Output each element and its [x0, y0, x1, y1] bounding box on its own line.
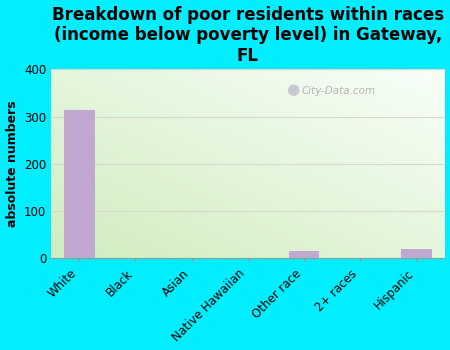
Title: Breakdown of poor residents within races
(income below poverty level) in Gateway: Breakdown of poor residents within races… [52, 6, 444, 65]
Bar [288, 251, 319, 258]
Text: City-Data.com: City-Data.com [301, 86, 375, 96]
Bar [64, 110, 95, 258]
Text: ●: ● [287, 82, 300, 97]
Bar [401, 248, 432, 258]
Y-axis label: absolute numbers: absolute numbers [5, 100, 18, 227]
